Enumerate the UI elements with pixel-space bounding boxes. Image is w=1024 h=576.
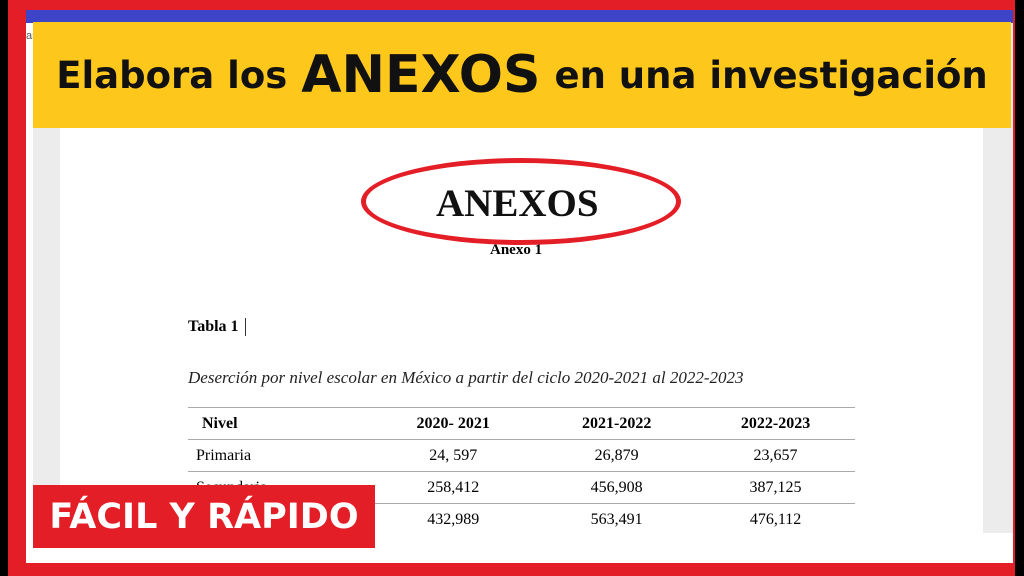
cell: 26,879 xyxy=(537,439,697,472)
cell: 387,125 xyxy=(696,471,855,504)
screen: arc ANEXOS Anexo 1 Tabla 1 Deserción por… xyxy=(26,10,1013,563)
cell: 476,112 xyxy=(696,503,855,535)
table-label-text: Tabla 1 xyxy=(188,318,239,335)
highlight-ellipse xyxy=(361,158,681,245)
cell: 24, 597 xyxy=(369,439,538,472)
document-subtitle: Anexo 1 xyxy=(490,242,543,258)
header-nivel: Nivel xyxy=(188,407,370,440)
table-row: Primaria 24, 597 26,879 23,657 xyxy=(188,439,855,472)
table-caption: Deserción por nivel escolar en México a … xyxy=(188,368,744,387)
cell: Primaria xyxy=(188,439,370,472)
red-frame: arc ANEXOS Anexo 1 Tabla 1 Deserción por… xyxy=(8,0,1015,576)
banner-pre: Elabora los xyxy=(56,53,288,97)
table-label: Tabla 1 xyxy=(188,318,246,337)
cell: 432,989 xyxy=(369,503,538,535)
banner-highlight: ANEXOS xyxy=(301,45,541,105)
title-bar xyxy=(26,10,1013,23)
banner-post: en una investigación xyxy=(554,53,988,97)
header-2022: 2022-2023 xyxy=(696,407,855,440)
data-table: Nivel 2020- 2021 2021-2022 2022-2023 Pri… xyxy=(188,407,855,535)
cell: 563,491 xyxy=(537,503,697,535)
document-page: ANEXOS Anexo 1 Tabla 1 Deserción por niv… xyxy=(60,128,983,535)
easy-fast-badge: FÁCIL Y RÁPIDO xyxy=(33,485,375,548)
text-cursor xyxy=(244,318,246,337)
cell: 456,908 xyxy=(537,471,697,504)
header-2021: 2021-2022 xyxy=(537,407,697,440)
header-2020: 2020- 2021 xyxy=(369,407,538,440)
document-title: ANEXOS xyxy=(436,182,599,225)
table-header-row: Nivel 2020- 2021 2021-2022 2022-2023 xyxy=(188,407,855,440)
cell: 258,412 xyxy=(369,471,538,504)
cell: 23,657 xyxy=(696,439,855,472)
title-banner: Elabora los ANEXOS en una investigación xyxy=(33,22,1011,128)
